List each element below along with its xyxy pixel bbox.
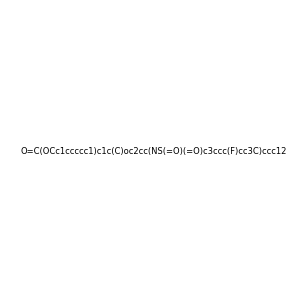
Text: O=C(OCc1ccccc1)c1c(C)oc2cc(NS(=O)(=O)c3ccc(F)cc3C)ccc12: O=C(OCc1ccccc1)c1c(C)oc2cc(NS(=O)(=O)c3c… [21,147,287,156]
